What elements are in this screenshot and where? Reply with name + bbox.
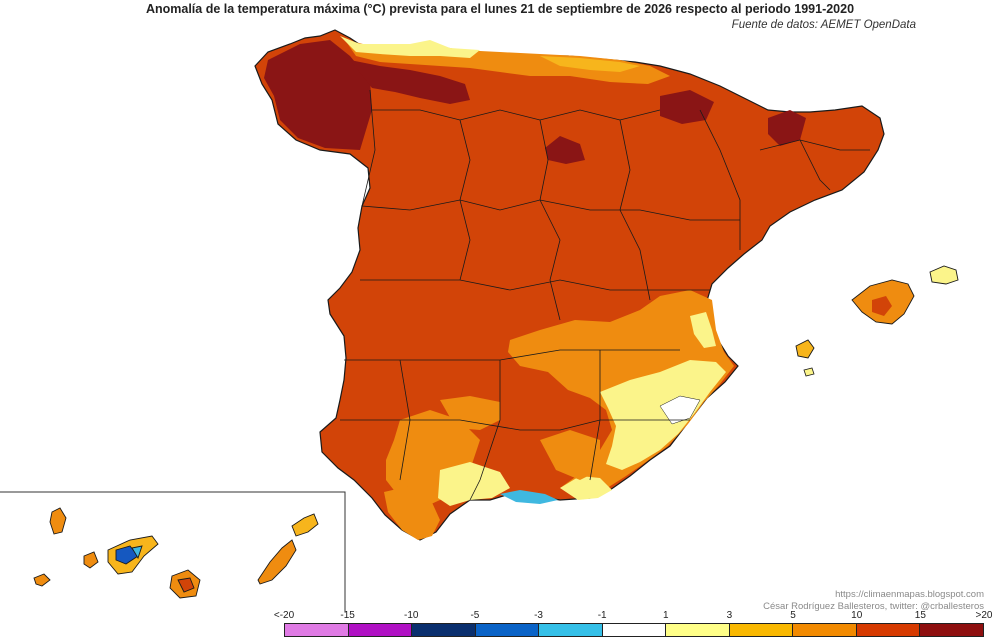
- legend-swatch: [793, 624, 857, 636]
- legend-swatch: [666, 624, 730, 636]
- basque-coast-3-5: [540, 56, 640, 72]
- legend-bar: [284, 623, 984, 637]
- map-title: Anomalía de la temperatura máxima (°C) p…: [145, 2, 855, 16]
- legend-tick: <-20: [273, 610, 295, 621]
- legend-swatch: [412, 624, 476, 636]
- credit-url: https://climaenmapas.blogspot.com: [835, 589, 984, 600]
- gran-canaria-core: [177, 577, 195, 593]
- menorca: [929, 265, 959, 285]
- legend-tick: 5: [790, 610, 796, 621]
- fuerteventura: [257, 539, 297, 585]
- el-hierro: [33, 573, 51, 587]
- data-source: Fuente de datos: AEMET OpenData: [731, 19, 916, 31]
- tenerife-neg: [115, 545, 139, 565]
- la-gomera: [83, 551, 99, 569]
- credit: https://climaenmapas.blogspot.com César …: [763, 589, 984, 613]
- tenerife-neg-light: [131, 545, 143, 560]
- cantabria-coast-1-3: [340, 36, 480, 58]
- lanzarote: [291, 513, 319, 537]
- anomaly-map: [0, 29, 959, 612]
- legend-tick: -10: [404, 610, 419, 621]
- legend-tick: -15: [340, 610, 355, 621]
- la-palma: [49, 507, 67, 535]
- legend-swatch: [856, 624, 921, 636]
- legend-tick: -1: [597, 610, 607, 621]
- granada-5-10: [540, 430, 600, 480]
- almeria-1-3: [560, 476, 612, 500]
- galicia-15-20: [264, 40, 372, 150]
- cadiz-1-3: [438, 462, 510, 506]
- legend-tick: 10: [851, 610, 863, 621]
- asturias-15-20: [350, 60, 470, 104]
- legend-swatch: [348, 624, 413, 636]
- legend-tick: -3: [534, 610, 543, 621]
- credit-author: César Rodríguez Ballesteros, twitter: @c…: [763, 601, 984, 612]
- legend-tick: 1: [663, 610, 669, 621]
- canary-inset-frame: [0, 491, 346, 612]
- huesca-15-20: [768, 110, 806, 146]
- murcia-1-3: [600, 360, 726, 470]
- legend-tick: 3: [726, 610, 733, 621]
- mallorca-10-15: [872, 296, 892, 316]
- jaen-5-10: [440, 396, 500, 430]
- canary-islands: [33, 507, 319, 599]
- ibiza: [795, 339, 815, 359]
- navarra-15-20: [660, 90, 714, 124]
- legend-tick: 15: [914, 610, 926, 621]
- cadiz-5-10: [384, 486, 440, 540]
- legend-tick: >20: [975, 610, 993, 621]
- malaga-neg: [500, 490, 558, 504]
- legend-tick: -5: [470, 610, 480, 621]
- burgos-15-20: [545, 136, 585, 164]
- formentera: [803, 367, 815, 377]
- color-legend: <-20 -15 -10 -5 -3 -1 1 3 5 10 15 >20: [274, 610, 992, 642]
- province-borders: [340, 89, 870, 501]
- legend-swatch: [539, 624, 603, 636]
- legend-swatch: [729, 624, 794, 636]
- legend-swatch: [475, 624, 540, 636]
- legend-swatch: [920, 624, 984, 636]
- valencia-coast-1-3: [690, 312, 716, 348]
- legend-swatch: [602, 624, 667, 636]
- murcia-below-1: [659, 395, 701, 425]
- legend-swatch: [285, 624, 349, 636]
